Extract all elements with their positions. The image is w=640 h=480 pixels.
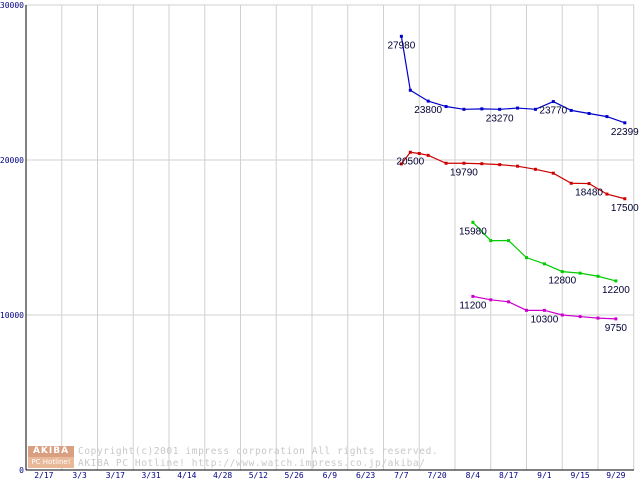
series-point — [444, 105, 448, 109]
series-point — [551, 100, 555, 104]
x-tick-labels: 2/17 3/3 3/17 3/31 4/14 4/28 5/12 5/26 6/9 6/23 7/… — [34, 471, 625, 480]
series-point — [596, 274, 600, 278]
data-label: 20500 — [396, 156, 424, 167]
series-point — [444, 161, 448, 165]
series-point — [426, 153, 430, 157]
x-tick-label: 3/3 — [72, 471, 87, 480]
x-tick-label: 7/7 — [394, 471, 409, 480]
horizontal-gridlines — [26, 4, 634, 316]
data-label: 22399 — [611, 127, 639, 138]
data-label: 23800 — [414, 105, 442, 116]
series-point — [471, 294, 475, 298]
x-tick-label: 2/17 — [34, 471, 53, 480]
data-label: 19790 — [450, 167, 478, 178]
x-tick-label: 8/17 — [499, 471, 518, 480]
series-point — [399, 34, 403, 38]
series-point — [542, 262, 546, 266]
series-point — [569, 181, 573, 185]
x-tick-label: 9/15 — [570, 471, 589, 480]
data-label: 9750 — [605, 323, 628, 334]
akiba-logo: AKIBA PC Hotline! — [28, 446, 74, 468]
copyright-line: Copyright(c)2001 impress corporation All… — [78, 446, 439, 457]
series-point — [489, 239, 493, 243]
logo-hotline-text: PC Hotline! — [28, 457, 74, 468]
x-tick-label: 4/28 — [213, 471, 232, 480]
series-point — [507, 239, 511, 243]
site-url-line: AKIBA PC Hotline! http://www.watch.impre… — [78, 458, 426, 469]
x-tick-label: 9/1 — [537, 471, 552, 480]
series-point — [578, 271, 582, 275]
series-point — [614, 317, 618, 321]
series-point — [498, 107, 502, 111]
data-label: 18480 — [575, 188, 603, 199]
series-point — [533, 107, 537, 111]
x-tick-label: 5/12 — [249, 471, 268, 480]
series-lines — [399, 34, 627, 321]
x-tick-label: 5/26 — [284, 471, 303, 480]
series-point — [399, 162, 403, 166]
y-tick-label: 0 — [19, 466, 24, 475]
data-label: 23770 — [539, 106, 567, 117]
series-line — [472, 221, 617, 282]
y-tick-label: 30000 — [0, 1, 24, 10]
data-label: 12800 — [548, 276, 576, 287]
series-point — [525, 308, 528, 312]
x-tick-label: 9/29 — [606, 471, 625, 480]
series-point — [498, 163, 502, 167]
data-label: 12200 — [602, 285, 630, 296]
data-label: 10300 — [530, 314, 558, 325]
series-point — [507, 300, 511, 304]
series-point — [480, 107, 484, 111]
series-line — [400, 36, 626, 124]
series-point — [525, 256, 528, 260]
series-point — [587, 182, 591, 186]
y-tick-labels: 30000 20000 10000 0 — [0, 1, 24, 475]
series-point — [560, 270, 564, 274]
y-tick-label: 10000 — [0, 311, 24, 320]
series-point — [417, 151, 421, 155]
data-label: 17500 — [611, 203, 639, 214]
series-point — [533, 167, 537, 171]
series-point — [614, 279, 618, 283]
series-point — [578, 315, 582, 319]
series-point — [516, 164, 520, 168]
logo-akiba-text: AKIBA — [28, 446, 74, 457]
series-point — [480, 162, 484, 166]
x-tick-label: 7/20 — [427, 471, 446, 480]
series-point — [408, 150, 412, 154]
series-point — [569, 108, 573, 112]
series-point — [542, 308, 546, 312]
x-tick-label: 4/14 — [177, 471, 196, 480]
y-tick-label: 20000 — [0, 156, 24, 165]
series-point — [605, 192, 609, 196]
series-point — [605, 115, 609, 119]
x-tick-label: 6/23 — [356, 471, 375, 480]
data-label: 23270 — [486, 113, 514, 124]
series-point — [623, 121, 627, 125]
series-point — [551, 171, 555, 175]
data-label: 15980 — [459, 226, 487, 237]
series-point — [426, 99, 430, 103]
series-point — [408, 88, 412, 92]
series-point — [596, 316, 600, 320]
data-label: 27980 — [387, 40, 415, 51]
data-labels: 27980 23800 23270 23770 22399 20500 19790 18480… — [387, 40, 639, 334]
series-point — [516, 106, 520, 110]
x-tick-label: 3/17 — [106, 471, 125, 480]
series-point — [623, 197, 627, 201]
vertical-gridlines — [61, 5, 635, 470]
series-point — [587, 112, 591, 115]
series-point — [462, 107, 466, 111]
series-point — [560, 313, 564, 317]
x-tick-label: 8/4 — [466, 471, 481, 480]
data-label: 11200 — [459, 300, 487, 311]
series-point — [462, 161, 466, 165]
axes — [25, 5, 634, 471]
series-point — [489, 298, 493, 302]
series-point — [471, 220, 475, 224]
x-tick-label: 6/9 — [323, 471, 338, 480]
x-tick-label: 3/31 — [141, 471, 160, 480]
